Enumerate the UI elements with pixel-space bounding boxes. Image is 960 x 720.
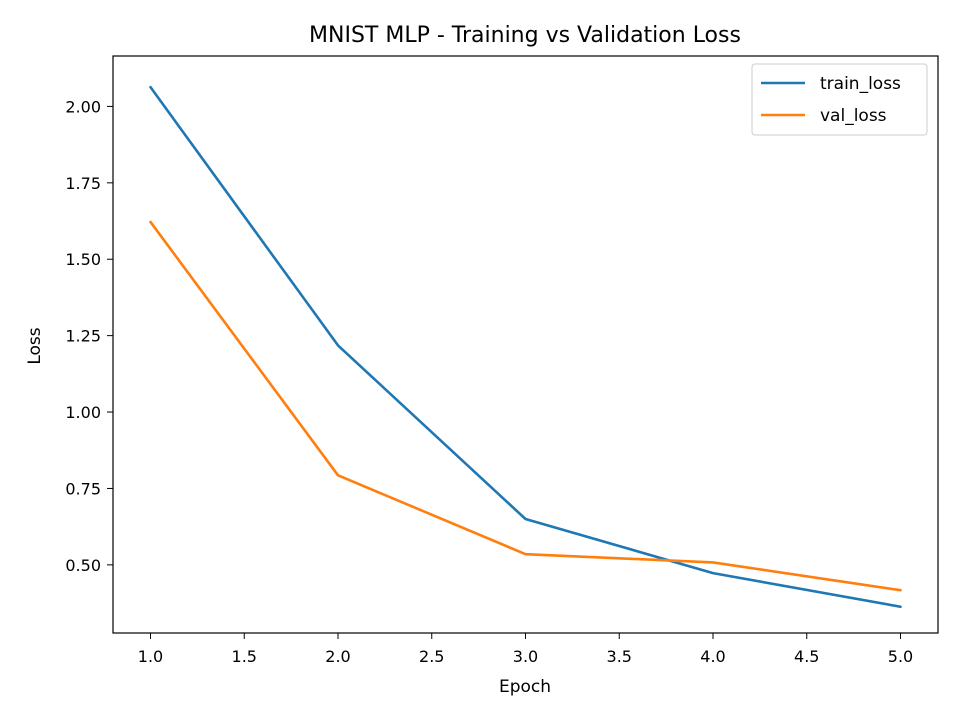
y-tick-label: 2.00: [65, 97, 101, 116]
x-tick-label: 1.5: [232, 647, 257, 666]
plot-frame: [112, 55, 939, 634]
x-tick-label: 4.0: [700, 647, 725, 666]
y-tick-label: 1.75: [65, 174, 101, 193]
x-tick-label: 2.5: [419, 647, 444, 666]
x-tick-label: 5.0: [888, 647, 913, 666]
x-tick-label: 2.0: [325, 647, 350, 666]
x-tick-label: 3.5: [607, 647, 632, 666]
legend-label-val-loss: val_loss: [820, 106, 887, 126]
y-tick-label: 1.50: [65, 250, 101, 269]
x-tick-label: 1.0: [138, 647, 163, 666]
legend: train_loss val_loss: [751, 63, 928, 136]
x-axis-ticks: 1.0 1.5 2.0 2.5 3.0 3.5 4.0 4.5 5.0: [138, 633, 913, 666]
x-tick-label: 4.5: [794, 647, 819, 666]
chart-title: MNIST MLP - Training vs Validation Loss: [309, 23, 741, 48]
y-tick-label: 1.00: [65, 403, 101, 422]
y-tick-label: 1.25: [65, 327, 101, 346]
y-axis-ticks: 0.50 0.75 1.00 1.25 1.50 1.75 2.00: [65, 97, 113, 575]
y-axis-label: Loss: [25, 327, 45, 364]
series-line-train-loss: [149, 85, 902, 609]
series-line-val-loss: [149, 220, 902, 592]
y-tick-label: 0.50: [65, 556, 101, 575]
legend-label-train-loss: train_loss: [820, 74, 901, 94]
y-tick-label: 0.75: [65, 479, 101, 498]
series-lines: [149, 85, 902, 609]
x-axis-label: Epoch: [499, 677, 551, 697]
x-tick-label: 3.0: [513, 647, 538, 666]
